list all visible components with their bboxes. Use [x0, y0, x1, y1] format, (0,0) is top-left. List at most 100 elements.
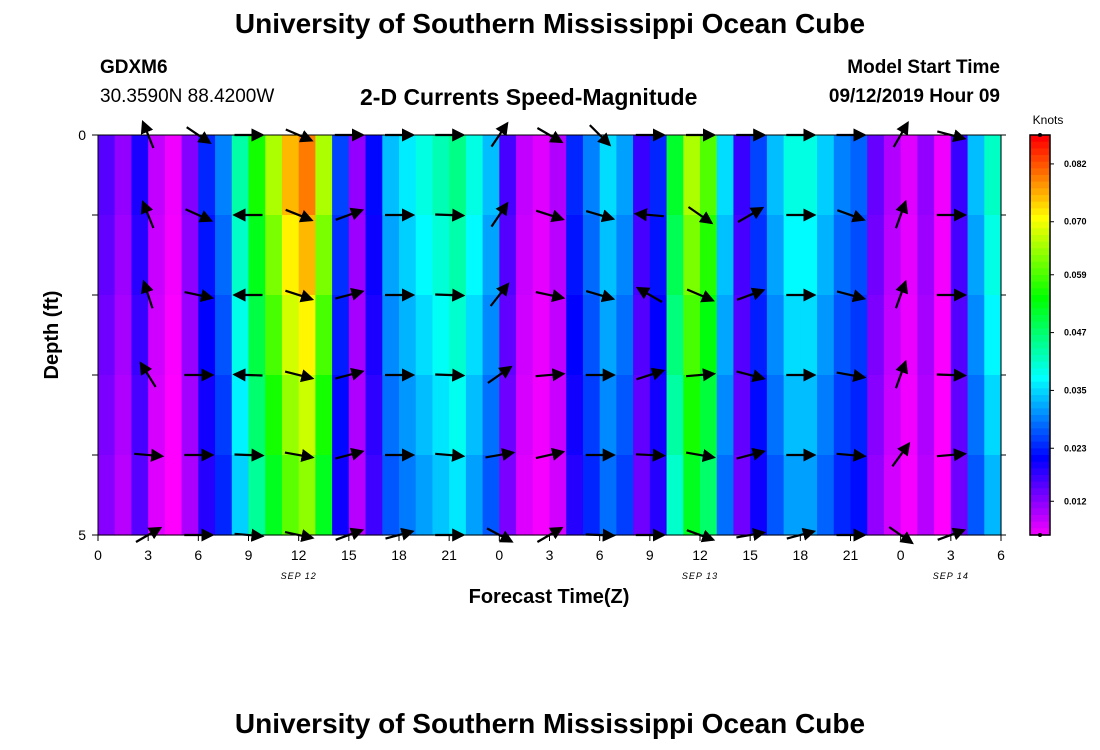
heatmap-cell [215, 375, 233, 456]
heatmap-cell [114, 375, 133, 456]
heatmap-cell [332, 455, 350, 536]
heatmap-cell [499, 215, 517, 296]
x-tick-label: 0 [94, 547, 102, 563]
heatmap-cell [867, 135, 885, 216]
heatmap-cell [750, 295, 768, 376]
heatmap-cell [298, 295, 316, 376]
heatmap-cell [900, 295, 918, 376]
heatmap-cell [867, 295, 885, 376]
heatmap-cell [516, 295, 534, 376]
heatmap-cell [465, 455, 484, 536]
heatmap-cell [633, 455, 651, 536]
colorbar-swatch [1030, 428, 1050, 436]
heatmap-cell [482, 215, 500, 296]
heatmap-cell [332, 135, 350, 216]
colorbar-swatch [1030, 481, 1050, 489]
heatmap-cell [164, 375, 183, 456]
heatmap-cell [700, 295, 718, 376]
heatmap-cell [783, 455, 801, 536]
heatmap-cell [399, 135, 417, 216]
colorbar-swatch [1030, 281, 1050, 289]
heatmap-cell [399, 455, 417, 536]
heatmap-cell [984, 455, 1002, 536]
colorbar-swatch [1030, 221, 1050, 229]
heatmap-cell [315, 375, 333, 456]
heatmap-cell [833, 295, 852, 376]
colorbar-swatch [1030, 341, 1050, 349]
heatmap-cell [833, 455, 852, 536]
heatmap-cell [148, 455, 166, 536]
footer-title: University of Southern Mississippi Ocean… [234, 708, 866, 739]
heatmap-cell [482, 375, 500, 456]
heatmap-cell [499, 295, 517, 376]
colorbar-swatch [1030, 368, 1050, 376]
colorbar-swatch [1030, 301, 1050, 309]
heatmap-cell [532, 135, 551, 216]
colorbar: 0.012 0.023 0.035 0.047 0.059 0.070 0.082 [1029, 133, 1087, 537]
x-tick-label: 3 [546, 547, 554, 563]
heatmap-cell [114, 455, 133, 536]
heatmap-cell [148, 375, 166, 456]
heatmap-cell [382, 295, 400, 376]
current-arrow [894, 359, 908, 389]
colorbar-swatch [1030, 141, 1050, 149]
heatmap-cell [616, 215, 634, 296]
current-arrow [335, 447, 365, 461]
heatmap-cell [733, 375, 751, 456]
x-tick-label: 12 [291, 547, 307, 563]
heatmap-cell [649, 375, 668, 456]
colorbar-swatch [1030, 288, 1050, 296]
heatmap-cell [432, 135, 450, 216]
heatmap-cell [867, 375, 885, 456]
heatmap-cell [984, 135, 1002, 216]
heatmap-cell [984, 375, 1002, 456]
heatmap-cell [499, 375, 517, 456]
heatmap-cell [950, 135, 969, 216]
heatmap-cell [181, 455, 199, 536]
heatmap-cell [516, 455, 534, 536]
current-arrow [836, 448, 867, 462]
x-axis: 0 3 6 9 12 15 18 21 0 3 6 9 12 15 18 21 0 3 6 SEP 12 SEP 13 S… [94, 535, 1005, 581]
heatmap-cell [98, 455, 116, 536]
heatmap-cell [248, 455, 266, 536]
heatmap-cell [800, 295, 818, 376]
colorbar-tick-label: 0.070 [1064, 217, 1087, 227]
current-arrow [232, 368, 263, 382]
heatmap-cell [766, 215, 785, 296]
heatmap-cell [332, 215, 350, 296]
current-arrow [284, 369, 315, 383]
colorbar-swatch [1030, 228, 1050, 236]
x-tick-label: 0 [897, 547, 905, 563]
heatmap-cell [215, 455, 233, 536]
heatmap-cell [482, 295, 500, 376]
heatmap-cell [766, 375, 785, 456]
heatmap-cell [549, 215, 567, 296]
heatmap-cell [582, 135, 601, 216]
heatmap-cell [549, 375, 567, 456]
current-arrow [585, 209, 616, 223]
colorbar-swatch [1030, 328, 1050, 336]
heatmap-cell [817, 455, 835, 536]
heatmap-cell [934, 295, 952, 376]
x-tick-label: 6 [997, 547, 1005, 563]
heatmap-cell [917, 215, 935, 296]
current-arrow [633, 208, 664, 222]
current-arrow [140, 199, 155, 229]
colorbar-swatch [1030, 255, 1050, 263]
current-arrow [435, 208, 466, 222]
heatmap-cell [566, 375, 584, 456]
y-tick-label: 0 [78, 127, 86, 143]
heatmap-cell [98, 215, 116, 296]
current-arrow [635, 448, 666, 462]
heatmap-cell [850, 215, 868, 296]
heatmap-cell [950, 215, 969, 296]
heatmap-cell [248, 295, 266, 376]
heatmap-cell [649, 135, 668, 216]
heatmap-cell [683, 375, 701, 456]
heatmap-cell [766, 295, 785, 376]
x-tick-label: 18 [793, 547, 809, 563]
heatmap-cell [499, 135, 517, 216]
heatmap-cell [465, 135, 484, 216]
heatmap-cell [415, 135, 434, 216]
heatmap-cell [449, 135, 467, 216]
